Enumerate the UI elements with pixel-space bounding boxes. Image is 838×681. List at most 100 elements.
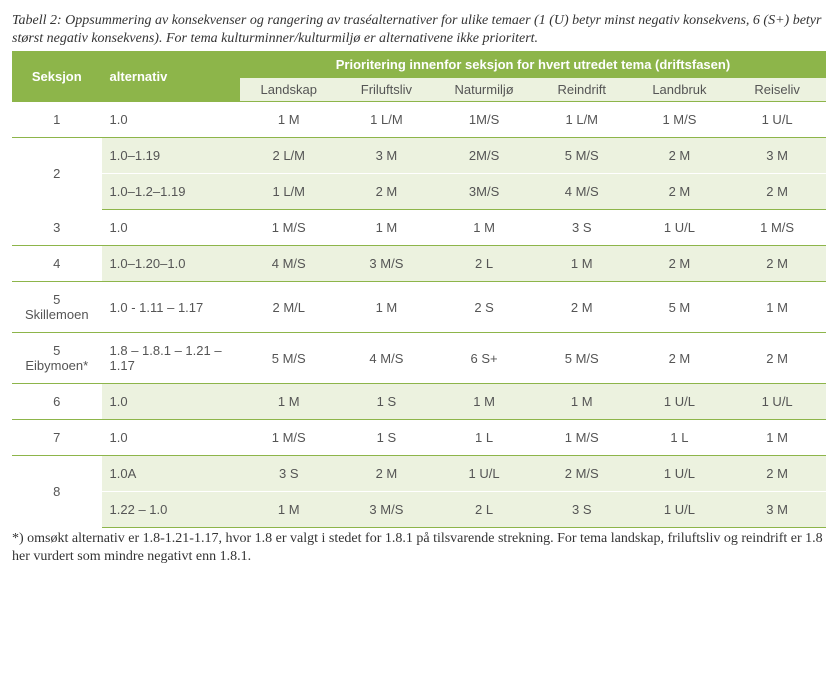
alternativ-cell: 1.0–1.2–1.19 xyxy=(102,174,240,210)
col-landskap: Landskap xyxy=(240,78,338,102)
seksjon-cell: 4 xyxy=(12,246,102,282)
value-cell: 1 L xyxy=(435,420,533,456)
alternativ-cell: 1.8 – 1.8.1 – 1.21 – 1.17 xyxy=(102,333,240,384)
table-row: 5 Eibymoen*1.8 – 1.8.1 – 1.21 – 1.175 M/… xyxy=(12,333,826,384)
value-cell: 1 M xyxy=(435,384,533,420)
alternativ-cell: 1.0 xyxy=(102,210,240,246)
value-cell: 2 M xyxy=(631,138,729,174)
value-cell: 3 M xyxy=(728,138,826,174)
alternativ-cell: 1.0 xyxy=(102,384,240,420)
alternativ-cell: 1.0A xyxy=(102,456,240,492)
table-row: 81.0A3 S2 M1 U/L2 M/S1 U/L2 M xyxy=(12,456,826,492)
value-cell: 1 S xyxy=(338,420,436,456)
value-cell: 2 L/M xyxy=(240,138,338,174)
value-cell: 1 M xyxy=(728,282,826,333)
col-friluftsliv: Friluftsliv xyxy=(338,78,436,102)
value-cell: 1 L/M xyxy=(533,102,631,138)
value-cell: 1 U/L xyxy=(631,210,729,246)
col-naturmiljo: Naturmiljø xyxy=(435,78,533,102)
value-cell: 3 M/S xyxy=(338,246,436,282)
value-cell: 4 M/S xyxy=(533,174,631,210)
value-cell: 1 M/S xyxy=(631,102,729,138)
value-cell: 3 M xyxy=(338,138,436,174)
col-reindrift: Reindrift xyxy=(533,78,631,102)
value-cell: 1 M xyxy=(240,102,338,138)
seksjon-cell: 3 xyxy=(12,210,102,246)
alternativ-cell: 1.0 - 1.11 – 1.17 xyxy=(102,282,240,333)
value-cell: 5 M/S xyxy=(240,333,338,384)
value-cell: 2M/S xyxy=(435,138,533,174)
value-cell: 5 M xyxy=(631,282,729,333)
consequence-table: Seksjon alternativ Prioritering innenfor… xyxy=(12,51,826,528)
value-cell: 2 M xyxy=(631,333,729,384)
value-cell: 2 M xyxy=(338,456,436,492)
alternativ-cell: 1.22 – 1.0 xyxy=(102,492,240,528)
header-seksjon: Seksjon xyxy=(12,51,102,102)
value-cell: 1 U/L xyxy=(435,456,533,492)
table-caption: Tabell 2: Oppsummering av konsekvenser o… xyxy=(12,12,826,47)
value-cell: 2 M xyxy=(728,174,826,210)
table-row: 41.0–1.20–1.04 M/S3 M/S2 L1 M2 M2 M xyxy=(12,246,826,282)
value-cell: 1 M/S xyxy=(728,210,826,246)
value-cell: 1M/S xyxy=(435,102,533,138)
value-cell: 4 M/S xyxy=(240,246,338,282)
value-cell: 3M/S xyxy=(435,174,533,210)
table-row: 21.0–1.192 L/M3 M2M/S5 M/S2 M3 M xyxy=(12,138,826,174)
table-row: 31.01 M/S1 M1 M3 S1 U/L1 M/S xyxy=(12,210,826,246)
value-cell: 4 M/S xyxy=(338,333,436,384)
value-cell: 1 M/S xyxy=(533,420,631,456)
value-cell: 1 M/S xyxy=(240,420,338,456)
value-cell: 1 M xyxy=(240,492,338,528)
value-cell: 5 M/S xyxy=(533,138,631,174)
value-cell: 3 S xyxy=(240,456,338,492)
alternativ-cell: 1.0–1.19 xyxy=(102,138,240,174)
value-cell: 2 M xyxy=(728,333,826,384)
value-cell: 5 M/S xyxy=(533,333,631,384)
seksjon-cell: 5 Eibymoen* xyxy=(12,333,102,384)
value-cell: 1 M xyxy=(533,384,631,420)
value-cell: 2 M xyxy=(728,456,826,492)
seksjon-cell: 2 xyxy=(12,138,102,210)
value-cell: 2 L xyxy=(435,246,533,282)
value-cell: 1 M xyxy=(240,384,338,420)
value-cell: 1 U/L xyxy=(631,384,729,420)
table-row: 5 Skillemoen1.0 - 1.11 – 1.172 M/L1 M2 S… xyxy=(12,282,826,333)
table-row: 61.01 M1 S1 M1 M1 U/L1 U/L xyxy=(12,384,826,420)
value-cell: 2 M xyxy=(533,282,631,333)
header-alternativ: alternativ xyxy=(102,51,240,102)
value-cell: 2 L xyxy=(435,492,533,528)
value-cell: 3 M/S xyxy=(338,492,436,528)
table-row: 11.01 M1 L/M1M/S1 L/M1 M/S1 U/L xyxy=(12,102,826,138)
value-cell: 6 S+ xyxy=(435,333,533,384)
value-cell: 1 L/M xyxy=(338,102,436,138)
value-cell: 1 M xyxy=(435,210,533,246)
col-landbruk: Landbruk xyxy=(631,78,729,102)
alternativ-cell: 1.0–1.20–1.0 xyxy=(102,246,240,282)
value-cell: 3 M xyxy=(728,492,826,528)
table-footnote: *) omsøkt alternativ er 1.8-1.21-1.17, h… xyxy=(12,530,826,565)
value-cell: 2 M xyxy=(631,246,729,282)
value-cell: 3 S xyxy=(533,492,631,528)
value-cell: 2 M/S xyxy=(533,456,631,492)
value-cell: 2 M xyxy=(631,174,729,210)
seksjon-cell: 8 xyxy=(12,456,102,528)
value-cell: 1 L xyxy=(631,420,729,456)
seksjon-cell: 7 xyxy=(12,420,102,456)
alternativ-cell: 1.0 xyxy=(102,102,240,138)
value-cell: 1 U/L xyxy=(631,492,729,528)
seksjon-cell: 5 Skillemoen xyxy=(12,282,102,333)
alternativ-cell: 1.0 xyxy=(102,420,240,456)
seksjon-cell: 6 xyxy=(12,384,102,420)
value-cell: 1 U/L xyxy=(728,102,826,138)
value-cell: 1 M xyxy=(338,282,436,333)
value-cell: 2 M xyxy=(728,246,826,282)
value-cell: 2 M/L xyxy=(240,282,338,333)
header-band: Prioritering innenfor seksjon for hvert … xyxy=(240,51,826,78)
value-cell: 1 M xyxy=(728,420,826,456)
value-cell: 2 S xyxy=(435,282,533,333)
value-cell: 1 U/L xyxy=(631,456,729,492)
seksjon-cell: 1 xyxy=(12,102,102,138)
value-cell: 1 M xyxy=(338,210,436,246)
value-cell: 2 M xyxy=(338,174,436,210)
value-cell: 1 U/L xyxy=(728,384,826,420)
